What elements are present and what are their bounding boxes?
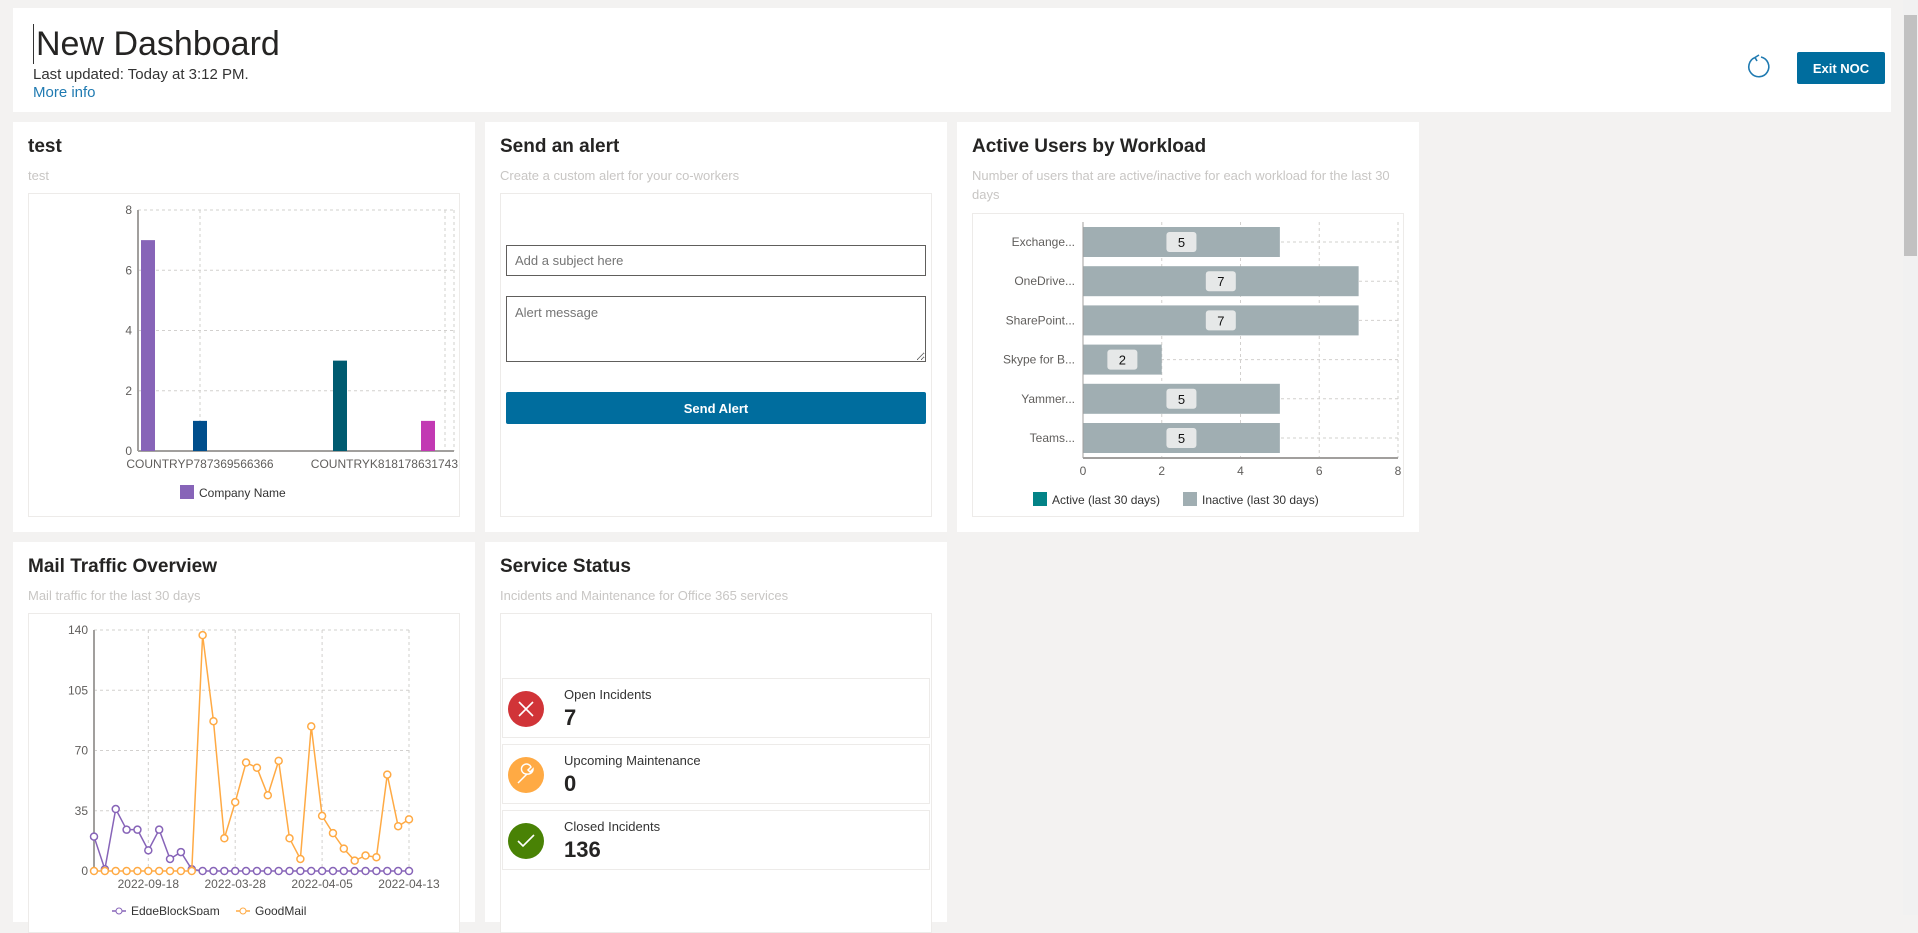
panel-subtitle: Create a custom alert for your co-worker… xyxy=(500,168,740,183)
active-users-panel: Active Users by Workload Number of users… xyxy=(957,122,1419,532)
panel-subtitle: Incidents and Maintenance for Office 365… xyxy=(500,588,789,603)
panel-subtitle: test xyxy=(28,168,49,183)
scrollbar-thumb[interactable] xyxy=(1904,15,1917,256)
status-label: Closed Incidents xyxy=(564,819,661,834)
panel-title: Send an alert xyxy=(500,136,620,157)
dashboard-header: New Dashboard Last updated: Today at 3:1… xyxy=(13,8,1891,112)
chart-box xyxy=(28,193,460,517)
panel-title: Mail Traffic Overview xyxy=(28,556,218,577)
mail-traffic-panel: Mail Traffic Overview Mail traffic for t… xyxy=(13,542,475,933)
exit-noc-button[interactable]: Exit NOC xyxy=(1797,52,1885,84)
status-value: 0 xyxy=(564,771,577,796)
last-updated: Last updated: Today at 3:12 PM. xyxy=(33,66,249,83)
refresh-icon[interactable] xyxy=(1746,54,1772,80)
dashboard-title[interactable]: New Dashboard xyxy=(33,24,280,64)
chart-box xyxy=(972,213,1404,517)
close-icon xyxy=(508,691,544,727)
panel-title: Active Users by Workload xyxy=(972,136,1207,157)
status-closed-incidents[interactable]: Closed Incidents 136 xyxy=(502,810,930,870)
panel-subtitle: Number of users that are active/inactive… xyxy=(972,168,1390,202)
panel-subtitle: Mail traffic for the last 30 days xyxy=(28,588,201,603)
status-value: 7 xyxy=(564,705,577,730)
chart-box xyxy=(28,613,460,933)
status-value: 136 xyxy=(564,837,601,862)
status-upcoming-maintenance[interactable]: Upcoming Maintenance 0 xyxy=(502,744,930,804)
wrench-icon xyxy=(508,757,544,793)
status-label: Open Incidents xyxy=(564,687,652,702)
status-label: Upcoming Maintenance xyxy=(564,753,701,768)
panel-title: Service Status xyxy=(500,556,631,577)
alert-message-input[interactable] xyxy=(506,296,926,362)
send-alert-button[interactable]: Send Alert xyxy=(506,392,926,424)
status-open-incidents[interactable]: Open Incidents 7 xyxy=(502,678,930,738)
panel-title: test xyxy=(28,136,62,157)
checkmark-icon xyxy=(508,823,544,859)
more-info-link[interactable]: More info xyxy=(33,84,96,101)
test-panel: test test xyxy=(13,122,475,532)
alert-subject-input[interactable] xyxy=(506,245,926,276)
